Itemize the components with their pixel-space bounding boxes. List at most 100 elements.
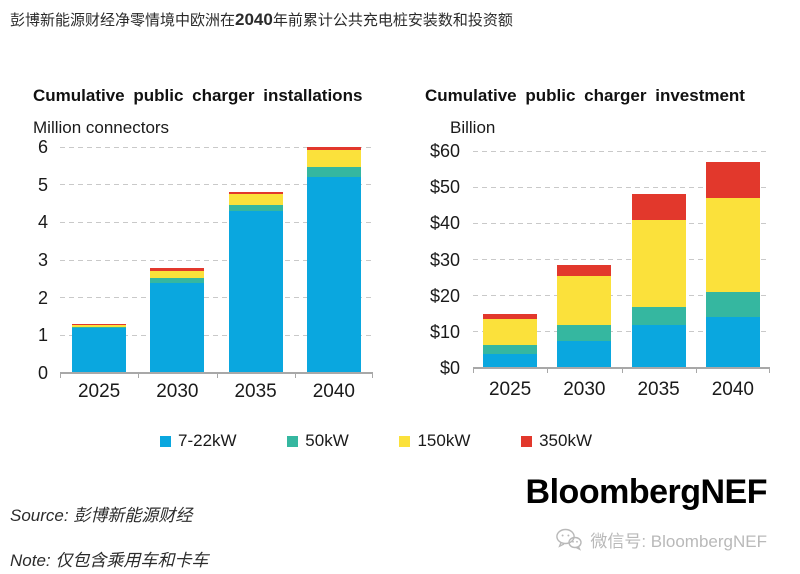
bar-segment-50kW — [557, 324, 612, 341]
y-tick-label: 6 — [37, 137, 48, 157]
bar-segment-150kW — [306, 150, 361, 167]
bar-segment-350kW — [150, 268, 205, 271]
axis-tick — [547, 368, 549, 373]
bar-segment-7-22kW — [483, 353, 538, 368]
x-axis-label: 2025 — [488, 379, 532, 400]
x-axis-label: 2040 — [711, 379, 755, 400]
x-axis-label: 2030 — [563, 379, 606, 400]
bar-segment-150kW — [72, 324, 127, 327]
page-title-year: 2040 — [235, 10, 273, 29]
legend-label: 150kW — [417, 431, 471, 450]
gridline — [473, 150, 770, 152]
y-axis-unit: Billion — [450, 118, 496, 137]
x-axis-labels: 2025 2030 2035 2040 — [473, 379, 770, 403]
bar-segment-350kW — [483, 313, 538, 320]
y-tick-label: $40 — [429, 213, 460, 234]
bar-segment-350kW — [306, 147, 361, 151]
bar-segment-50kW — [306, 166, 361, 178]
y-tick-label: 5 — [37, 174, 48, 195]
y-axis-unit: Million connectors — [33, 118, 170, 137]
bar-segment-7-22kW — [306, 177, 361, 373]
axis-tick — [769, 368, 770, 373]
legend-item-50kw: 50kW — [287, 431, 349, 451]
gridline — [60, 259, 373, 261]
source-text: 彭博新能源财经 — [73, 506, 193, 525]
x-axis-label: 2035 — [637, 379, 680, 400]
x-axis-label: 2030 — [156, 381, 199, 402]
legend-item-150kw: 150kW — [399, 431, 470, 451]
bar-segment-350kW — [631, 194, 686, 220]
bloombergnef-logo: BloombergNEF — [525, 473, 768, 511]
bar-segment-350kW — [72, 323, 127, 325]
y-tick-label: 0 — [37, 363, 48, 383]
source-line: Source: 彭博新能源财经 — [10, 501, 192, 526]
wechat-icon — [555, 528, 583, 551]
y-tick-label: $20 — [429, 285, 460, 306]
legend-item-350kw: 350kW — [521, 431, 592, 451]
gridline — [60, 334, 373, 336]
legend-label: 50kW — [305, 431, 349, 450]
note-text: 仅包含乘用车和卡车 — [55, 551, 209, 570]
bar-segment-50kW — [631, 306, 686, 325]
page-title: 彭博新能源财经净零情境中欧洲在2040年前累计公共充电桩安装数和投资额 — [10, 9, 513, 30]
y-tick-label: $10 — [429, 321, 460, 342]
note-label: Note: — [10, 551, 51, 570]
axis-tick — [294, 373, 296, 378]
axis-tick — [216, 373, 218, 378]
wechat-label: 微信号: BloombergNEF — [590, 532, 767, 551]
legend-label: 7-22kW — [178, 431, 237, 450]
bar-segment-7-22kW — [150, 282, 205, 373]
y-tick-label: $50 — [429, 177, 460, 198]
gridline — [60, 184, 373, 186]
gridline — [60, 297, 373, 299]
y-tick-label: 2 — [37, 287, 48, 308]
bar-segment-50kW — [705, 292, 760, 318]
x-axis-labels: 2025 2030 2035 2040 — [60, 381, 373, 405]
axis-tick — [621, 368, 623, 373]
bar-segment-7-22kW — [72, 327, 127, 373]
gridline — [473, 295, 770, 297]
bar-segment-7-22kW — [557, 340, 612, 368]
gridline — [473, 259, 770, 260]
bar-segment-150kW — [557, 275, 612, 325]
plot-area — [473, 150, 770, 373]
y-axis-labels: 0 1 2 3 4 5 6 — [0, 137, 48, 383]
bar-segment-50kW — [483, 344, 538, 354]
bar-segment-7-22kW — [631, 324, 686, 368]
bar-segment-350kW — [557, 264, 612, 276]
axis-tick — [473, 368, 474, 373]
gridline — [473, 222, 770, 224]
bar-segment-50kW — [150, 277, 205, 283]
plot-area — [60, 146, 373, 378]
bar-segment-150kW — [705, 198, 760, 293]
y-tick-label: 1 — [37, 325, 48, 346]
page-title-suffix: 年前累计公共充电桩安装数和投资额 — [272, 12, 513, 29]
axis-tick — [372, 373, 373, 378]
gridline — [60, 221, 373, 223]
bar-segment-150kW — [631, 219, 686, 307]
legend-swatch-yellow — [399, 435, 411, 447]
bar-segment-50kW — [72, 326, 127, 328]
chart-title: Cumulative public charger installations — [33, 86, 363, 105]
y-tick-label: $30 — [429, 249, 460, 270]
legend-swatch-blue — [160, 435, 171, 447]
bar-segment-350kW — [228, 191, 283, 195]
y-tick-label: $60 — [429, 141, 460, 161]
gridline — [473, 331, 770, 333]
gridline — [473, 186, 770, 188]
legend: 7-22kW 50kW 150kW 350kW — [160, 431, 592, 451]
legend-label: 350kW — [539, 431, 592, 450]
y-tick-label: 4 — [37, 212, 48, 233]
bar-segment-150kW — [228, 194, 283, 205]
y-tick-label: 3 — [37, 250, 48, 270]
y-axis-labels: $0 $10 $20 $30 $40 $50 $60 — [398, 141, 460, 378]
chart-title: Cumulative public charger investment — [425, 86, 745, 105]
legend-item-7-22kw: 7-22kW — [160, 431, 237, 451]
bar-segment-350kW — [705, 161, 760, 199]
wechat-line: 微信号: BloombergNEF — [555, 527, 767, 552]
x-axis-label: 2025 — [77, 381, 121, 402]
page-title-prefix: 彭博新能源财经净零情境中欧洲在 — [10, 12, 236, 29]
gridline — [60, 146, 373, 148]
legend-swatch-teal — [287, 435, 299, 447]
